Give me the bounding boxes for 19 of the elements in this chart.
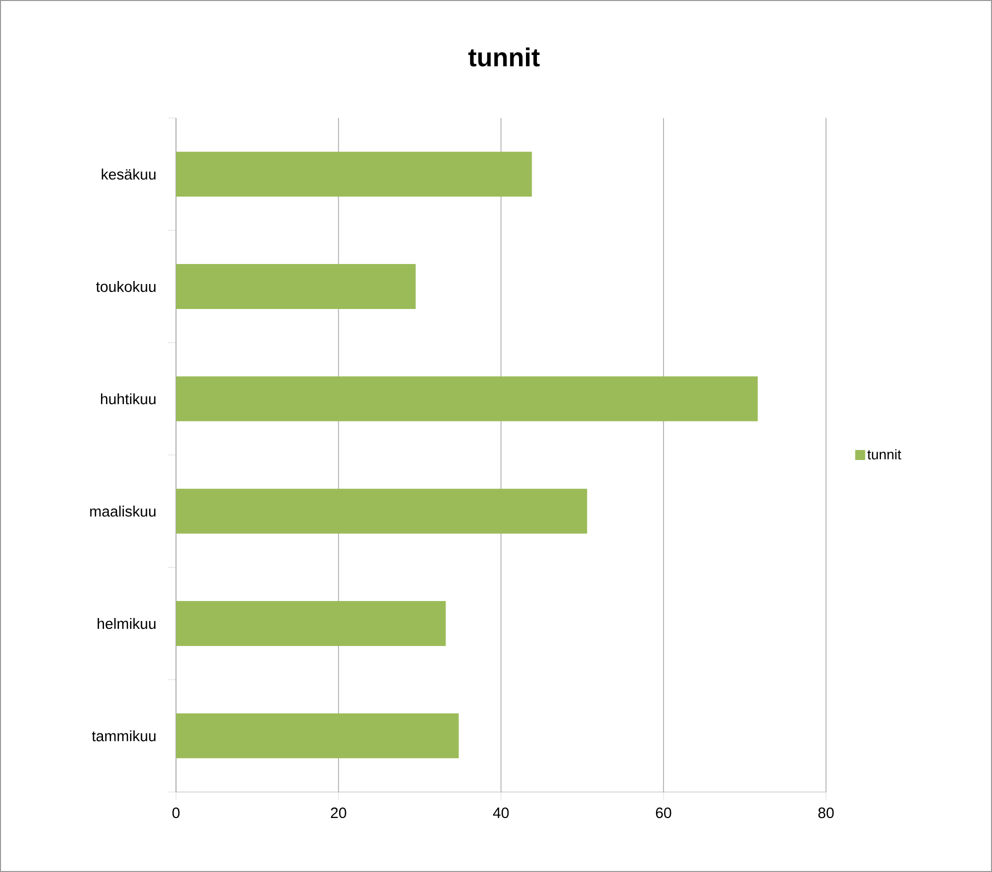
- bar: [176, 376, 758, 422]
- chart-title: tunnit: [468, 47, 540, 66]
- y-tick-label: helmikuu: [98, 618, 156, 629]
- y-tick-label: toukokuu: [96, 281, 156, 292]
- x-tick-label: 80: [818, 808, 834, 818]
- y-tick-label: huhtikuu: [101, 393, 156, 404]
- bar: [176, 601, 446, 646]
- legend-label: tunnit: [867, 449, 902, 460]
- bar: [176, 713, 459, 758]
- y-tick-label: tammikuu: [92, 730, 156, 742]
- bar: [176, 488, 588, 534]
- x-tick-label: 40: [493, 808, 509, 818]
- y-tick-label: kesäkuu: [102, 168, 156, 180]
- bar: [176, 264, 416, 309]
- y-tick-label: maaliskuu: [90, 506, 156, 517]
- bar: [176, 152, 532, 197]
- x-tick-label: 60: [656, 808, 672, 818]
- x-tick-label: 0: [172, 808, 180, 818]
- x-tick-label: 20: [330, 808, 346, 818]
